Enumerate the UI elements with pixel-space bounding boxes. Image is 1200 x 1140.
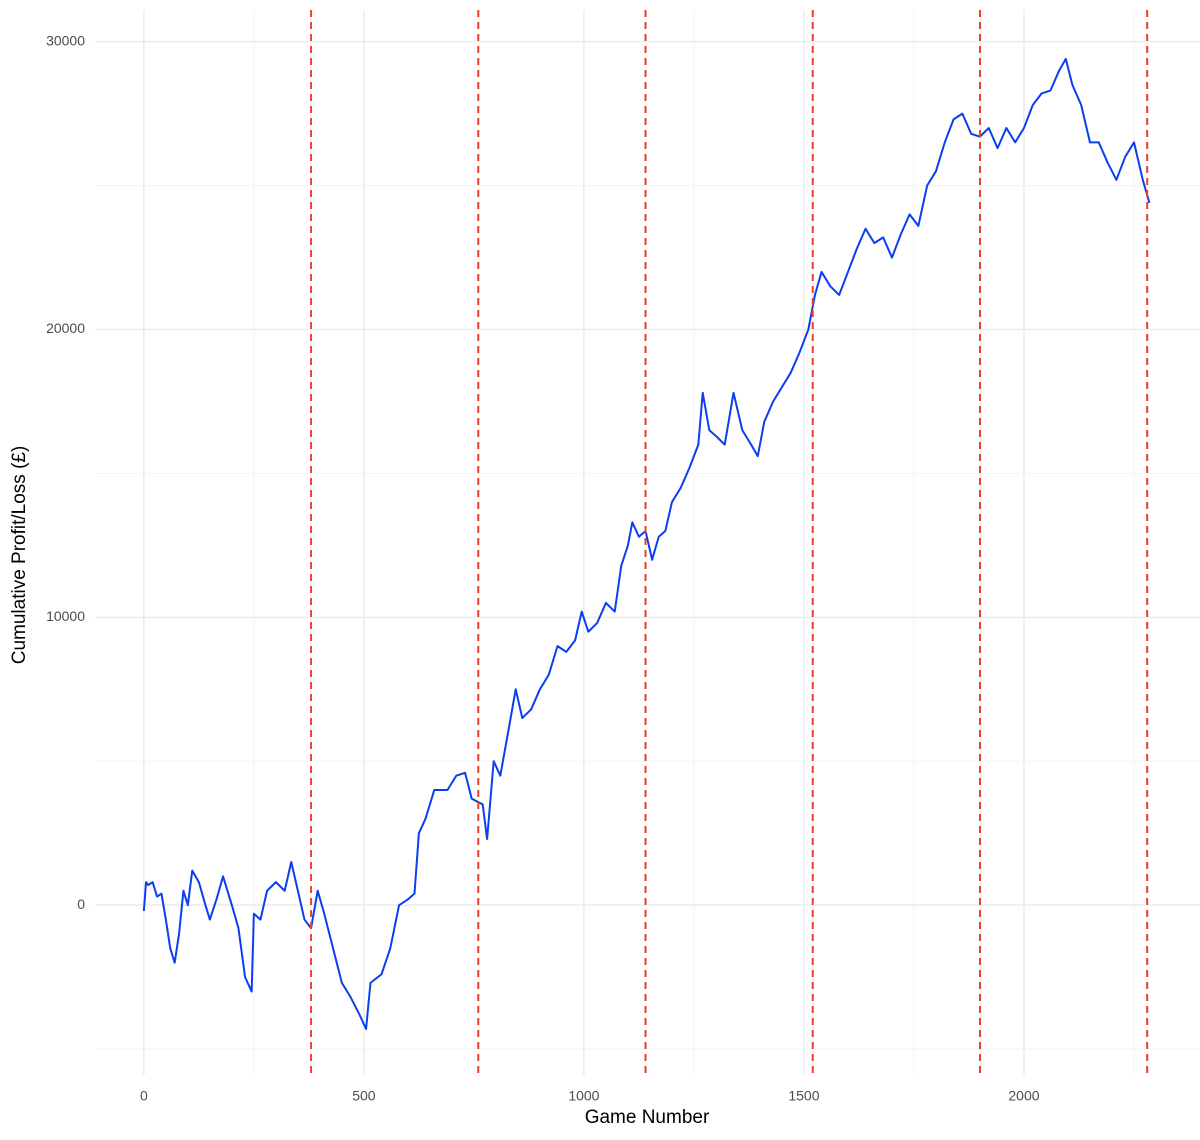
y-tick-label: 30000 [46,32,85,48]
y-tick-label: 0 [77,896,85,912]
y-tick-label: 10000 [46,608,85,624]
x-axis-label: Game Number [585,1107,710,1128]
x-tick-label: 1500 [788,1088,819,1104]
x-tick-label: 1000 [568,1088,599,1104]
y-tick-label: 20000 [46,320,85,336]
x-tick-label: 500 [352,1088,376,1104]
line [142,57,1151,1030]
y-axis-label: Cumulative Profit/Loss (£) [9,446,30,665]
x-tick-label: 0 [140,1088,148,1104]
x-tick-label: 2000 [1008,1088,1039,1104]
